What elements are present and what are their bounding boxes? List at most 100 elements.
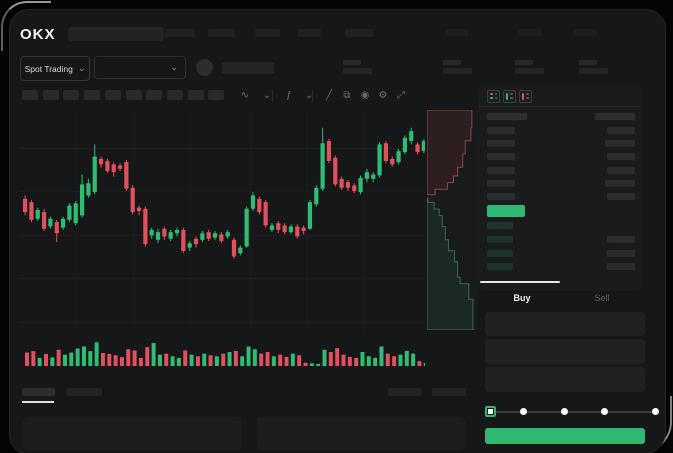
pair-name-placeholder [222,62,274,74]
bid-row[interactable] [476,263,643,270]
timeframe-button[interactable] [166,90,183,100]
order-amount-input[interactable] [485,339,645,364]
candle [111,164,116,173]
top-right-item[interactable] [573,29,597,36]
depth-chart[interactable] [427,110,478,330]
candle [86,183,91,196]
volume-bar [284,356,289,366]
buy-submit-button[interactable] [485,428,645,444]
amount-slider-track[interactable] [490,411,655,413]
volume-bar [56,349,61,366]
depth-asks-area [427,110,472,195]
ask-row[interactable] [476,167,643,174]
indicator-zigzag-icon[interactable]: ∿ [240,90,250,101]
top-right-item[interactable] [445,29,468,36]
volume-bar [170,356,175,366]
slider-handle[interactable] [485,406,496,417]
order-price-input[interactable] [485,312,645,336]
volume-bar [423,362,425,366]
chevron-down-icon[interactable]: ⌄ [304,90,314,101]
candle [73,203,78,224]
toolbar-divider [312,90,313,102]
last-price-bar[interactable] [487,205,525,217]
market-type-label: Spot Trading [24,63,73,74]
ask-row[interactable] [476,140,643,147]
slider-stop[interactable] [561,408,568,415]
candle [371,174,376,179]
chevron-down-icon[interactable]: ⌄ [262,90,272,101]
orderbook-header-row[interactable] [476,113,643,120]
market-type-selector[interactable]: Spot Trading ⌄ [20,56,90,81]
ask-row[interactable] [476,180,643,187]
bottom-tab[interactable] [22,388,55,396]
candle [60,218,66,228]
timeframe-button[interactable] [125,90,142,100]
volume-bar [411,353,416,366]
ask-row[interactable] [476,193,643,200]
timeframe-button[interactable] [208,90,225,100]
book-bids-view-icon[interactable] [503,90,516,103]
pair-selector-dropdown[interactable]: ⌄ [94,56,186,79]
volume-bar [183,350,188,366]
volume-bar [271,356,276,366]
volume-bar [290,353,295,366]
nav-item[interactable] [298,29,321,37]
timeframe-button[interactable] [84,90,101,100]
volume-bar [240,356,245,366]
trendline-icon[interactable]: ╱ [325,90,333,101]
size-bar [607,236,635,243]
volume-bar [341,354,346,366]
search-bar[interactable] [68,27,164,41]
compare-icon[interactable]: ⧉ [343,90,351,101]
stat-value-placeholder [515,68,544,74]
candle [155,232,161,240]
ask-row[interactable] [476,153,643,160]
nav-item[interactable] [255,29,280,37]
candlestick-chart[interactable] [20,110,425,332]
tab-buy[interactable]: Buy [513,293,531,303]
slider-stop[interactable] [520,408,527,415]
slider-stop[interactable] [601,408,608,415]
bottom-right-item[interactable] [432,388,466,396]
tab-sell[interactable]: Sell [594,293,610,303]
book-asks-view-icon[interactable] [519,90,532,103]
top-right-item[interactable] [518,29,542,36]
timeframe-button[interactable] [187,90,204,100]
size-bar [607,127,635,134]
fullscreen-icon[interactable]: ⤢ [397,90,405,101]
candle [352,185,357,192]
candle [339,178,344,188]
timeframe-button[interactable] [146,90,163,100]
nav-item[interactable] [345,29,373,37]
volume-bar [50,357,55,366]
fx-icon[interactable]: ƒ [286,90,292,101]
volume-bar [151,343,156,366]
timeframe-button[interactable] [22,90,38,100]
orderbook-scroll-indicator[interactable] [480,281,560,283]
bottom-right-item[interactable] [388,388,421,396]
bottom-tab-active-underline [22,401,54,403]
volume-bar [392,356,397,366]
bid-row[interactable] [476,236,643,243]
bid-row[interactable] [476,222,643,229]
candle [288,226,294,233]
candle [193,238,199,245]
volume-bar [62,354,67,366]
bid-row[interactable] [476,250,643,257]
bottom-tab[interactable] [67,388,102,396]
timeframe-button[interactable] [63,90,80,100]
timeframe-button[interactable] [104,90,121,100]
camera-icon[interactable]: ◉ [360,90,370,101]
nav-item[interactable] [165,29,195,37]
timeframe-button[interactable] [42,90,59,100]
slider-stop[interactable] [652,408,659,415]
app-window: OKX Spot Trading ⌄ ⌄ ∿ ⌄ ƒ ⌄ ╱ ⧉ ◉ ⚙ ⤢ [9,9,666,453]
settings-icon[interactable]: ⚙ [378,90,388,101]
nav-item[interactable] [208,29,235,37]
book-split-view-icon[interactable] [487,90,500,103]
right-panel: Buy Sell [476,86,663,453]
stat-label-placeholder [579,60,597,65]
ask-row[interactable] [476,127,643,134]
candle [174,229,180,234]
order-total-input[interactable] [485,367,645,392]
